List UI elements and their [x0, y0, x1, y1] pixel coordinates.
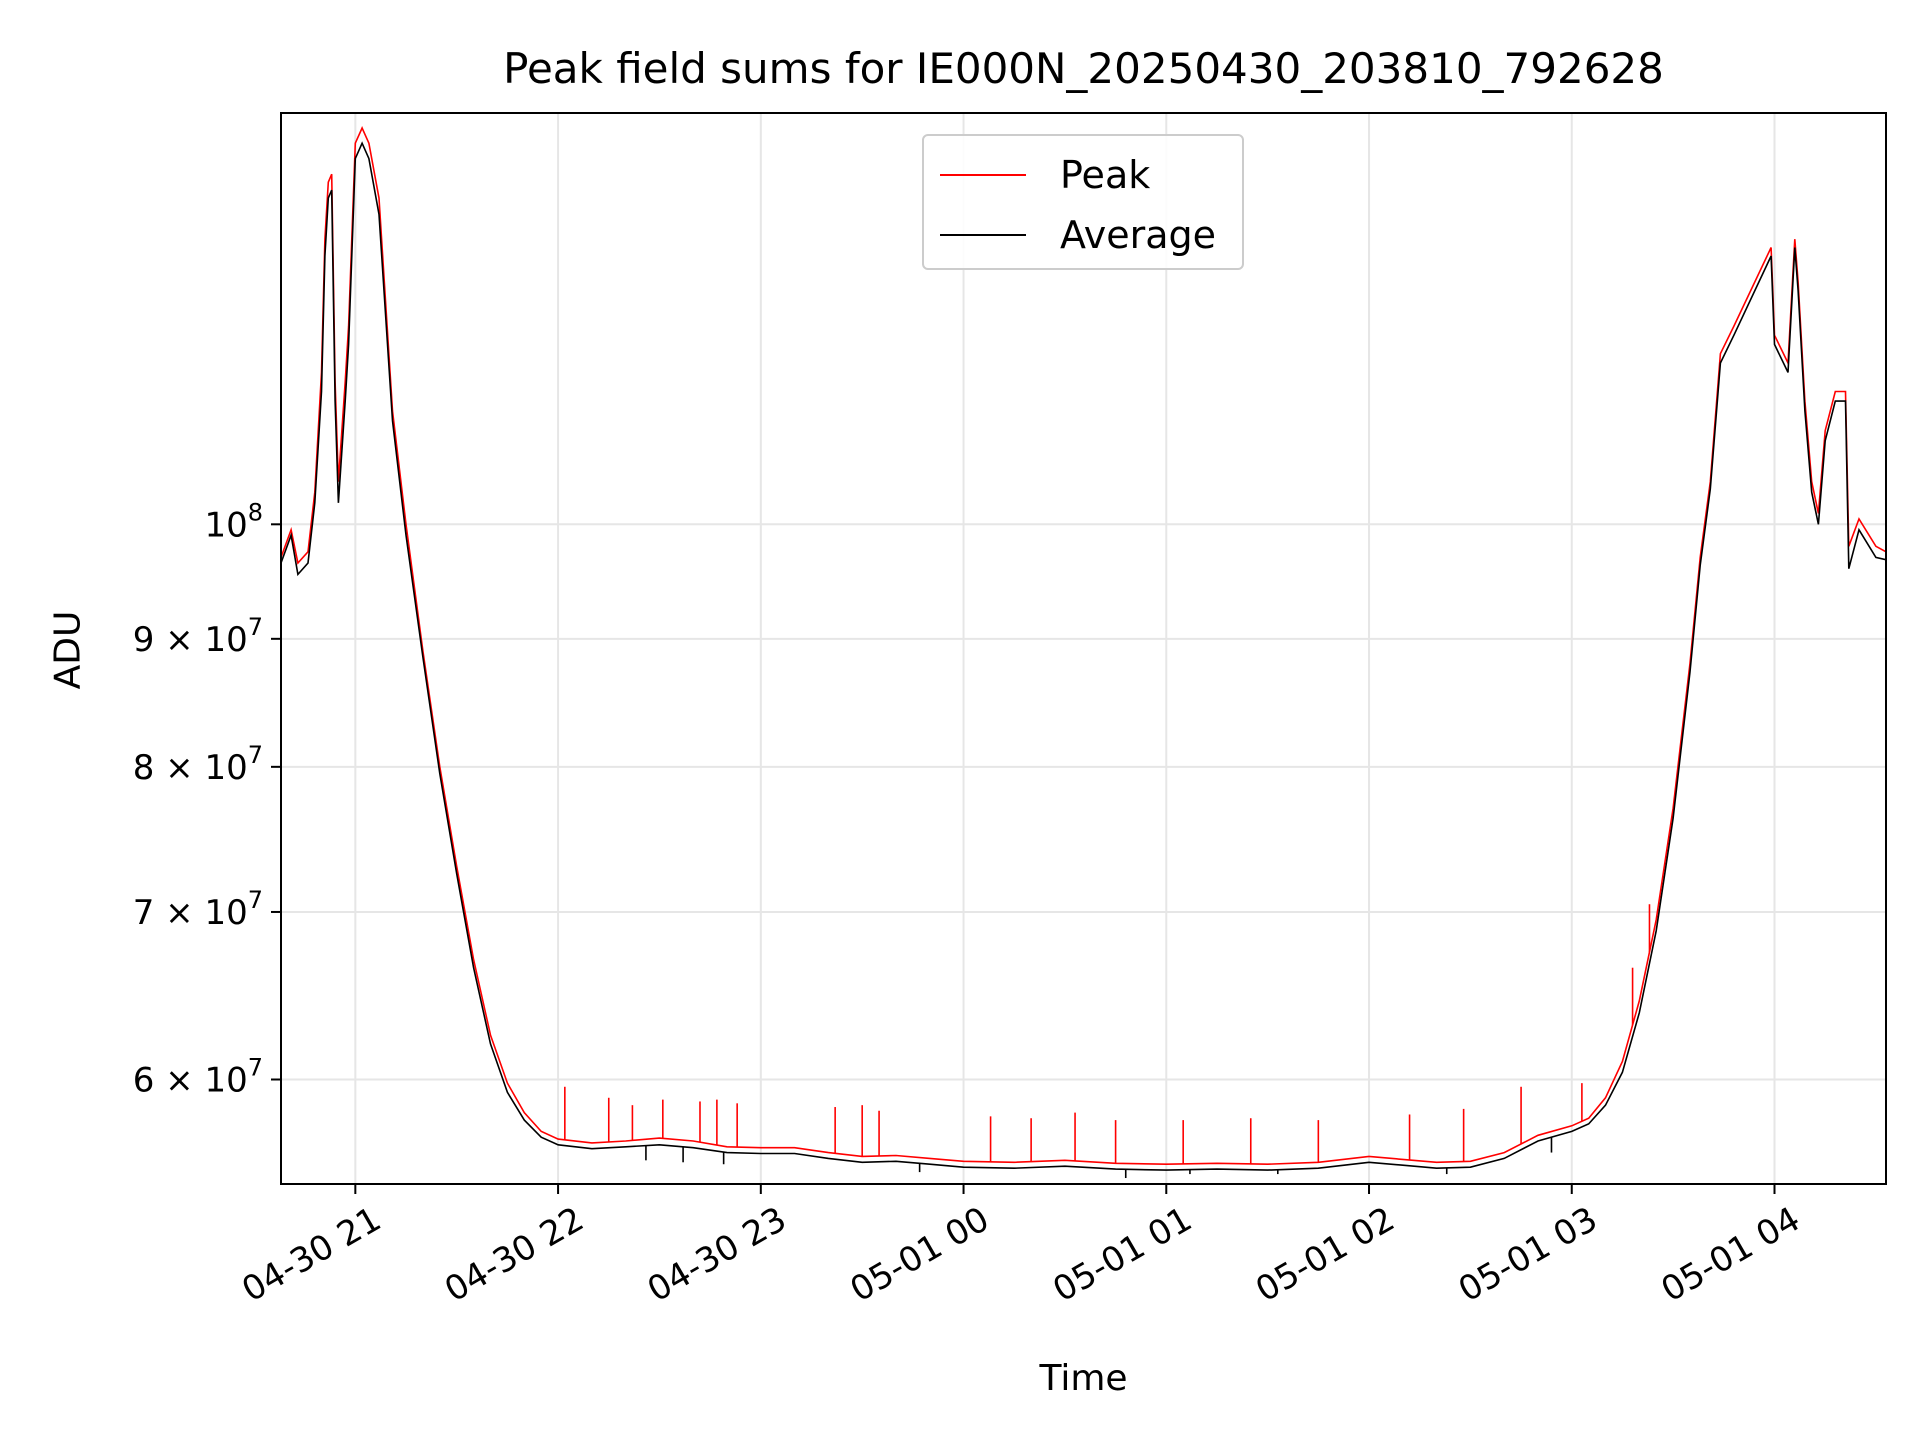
y-tick-label: 6 × 107 [133, 1054, 263, 1101]
x-tick-label: 05-01 02 [1249, 1199, 1401, 1310]
x-tick-label: 05-01 04 [1655, 1199, 1807, 1310]
legend-label-average: Average [1060, 213, 1217, 257]
y-tick-label: 7 × 107 [133, 886, 263, 933]
x-tick-label: 04-30 21 [235, 1199, 387, 1310]
y-axis-title: ADU [47, 610, 89, 690]
x-axis-title: Time [1039, 1358, 1128, 1399]
grid-lines [281, 113, 1886, 1184]
chart-title: Peak field sums for IE000N_20250430_2038… [503, 44, 1664, 93]
legend: Peak Average [922, 134, 1244, 270]
legend-swatch-peak [940, 174, 1026, 176]
x-tick-label: 05-01 01 [1046, 1199, 1198, 1310]
x-tick-label: 04-30 22 [438, 1199, 590, 1310]
series-line-peak [281, 126, 1886, 1166]
x-tick-label: 04-30 23 [641, 1199, 793, 1310]
plot-frame [280, 112, 1887, 1185]
x-tick-label: 05-01 03 [1452, 1199, 1604, 1310]
legend-entry-peak: Peak [940, 150, 1150, 200]
x-tick-label: 05-01 00 [844, 1199, 996, 1310]
legend-label-peak: Peak [1060, 153, 1151, 197]
y-tick-label: 8 × 107 [133, 741, 263, 788]
y-tick-label: 108 [204, 498, 263, 545]
series-lines [281, 126, 1886, 1179]
legend-swatch-average [940, 234, 1026, 236]
x-axis-ticks: 04-30 21 04-30 22 04-30 23 05-01 00 05-01 01… [235, 1184, 1807, 1310]
y-axis-ticks: 6 × 107 7 × 107 8 × 107 9 × 107 108 [133, 498, 281, 1101]
series-line-average [281, 141, 1886, 1171]
y-tick-label: 9 × 107 [133, 613, 263, 660]
legend-entry-average: Average [940, 210, 1216, 260]
